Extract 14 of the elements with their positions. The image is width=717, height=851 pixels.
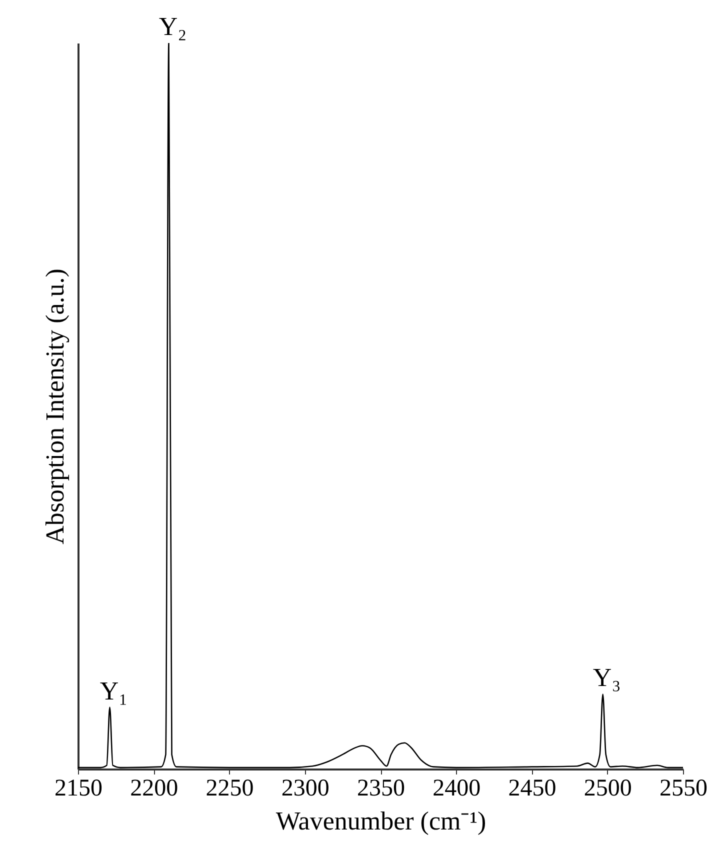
x-tick-label: 2250 bbox=[206, 776, 254, 802]
y-axis-title: Absorption Intensity (a.u.) bbox=[40, 268, 70, 544]
x-tick-label: 2500 bbox=[584, 776, 632, 802]
x-tick-label: 2200 bbox=[130, 776, 178, 802]
x-tick-label: 2300 bbox=[281, 776, 330, 802]
x-axis-title: Wavenumber (cm⁻¹) bbox=[276, 806, 486, 836]
annotation: Y₃ bbox=[592, 663, 621, 692]
x-tick-label: 2150 bbox=[54, 776, 102, 802]
x-tick-label: 2450 bbox=[508, 776, 556, 802]
x-tick-label: 2350 bbox=[357, 776, 405, 802]
annotation: Y₂ bbox=[158, 12, 187, 41]
x-tick-label: 2400 bbox=[432, 776, 481, 802]
x-tick-label: 2550 bbox=[660, 776, 708, 802]
annotation: Y₁ bbox=[100, 676, 128, 706]
